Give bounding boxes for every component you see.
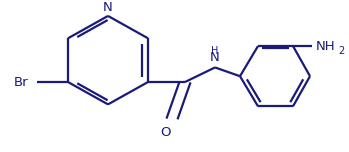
Text: O: O: [160, 126, 170, 139]
Text: N: N: [210, 52, 220, 64]
Text: Br: Br: [14, 76, 28, 88]
Text: 2: 2: [339, 45, 345, 55]
Text: H: H: [211, 46, 219, 56]
Text: NH: NH: [316, 40, 336, 53]
Text: N: N: [103, 1, 113, 14]
